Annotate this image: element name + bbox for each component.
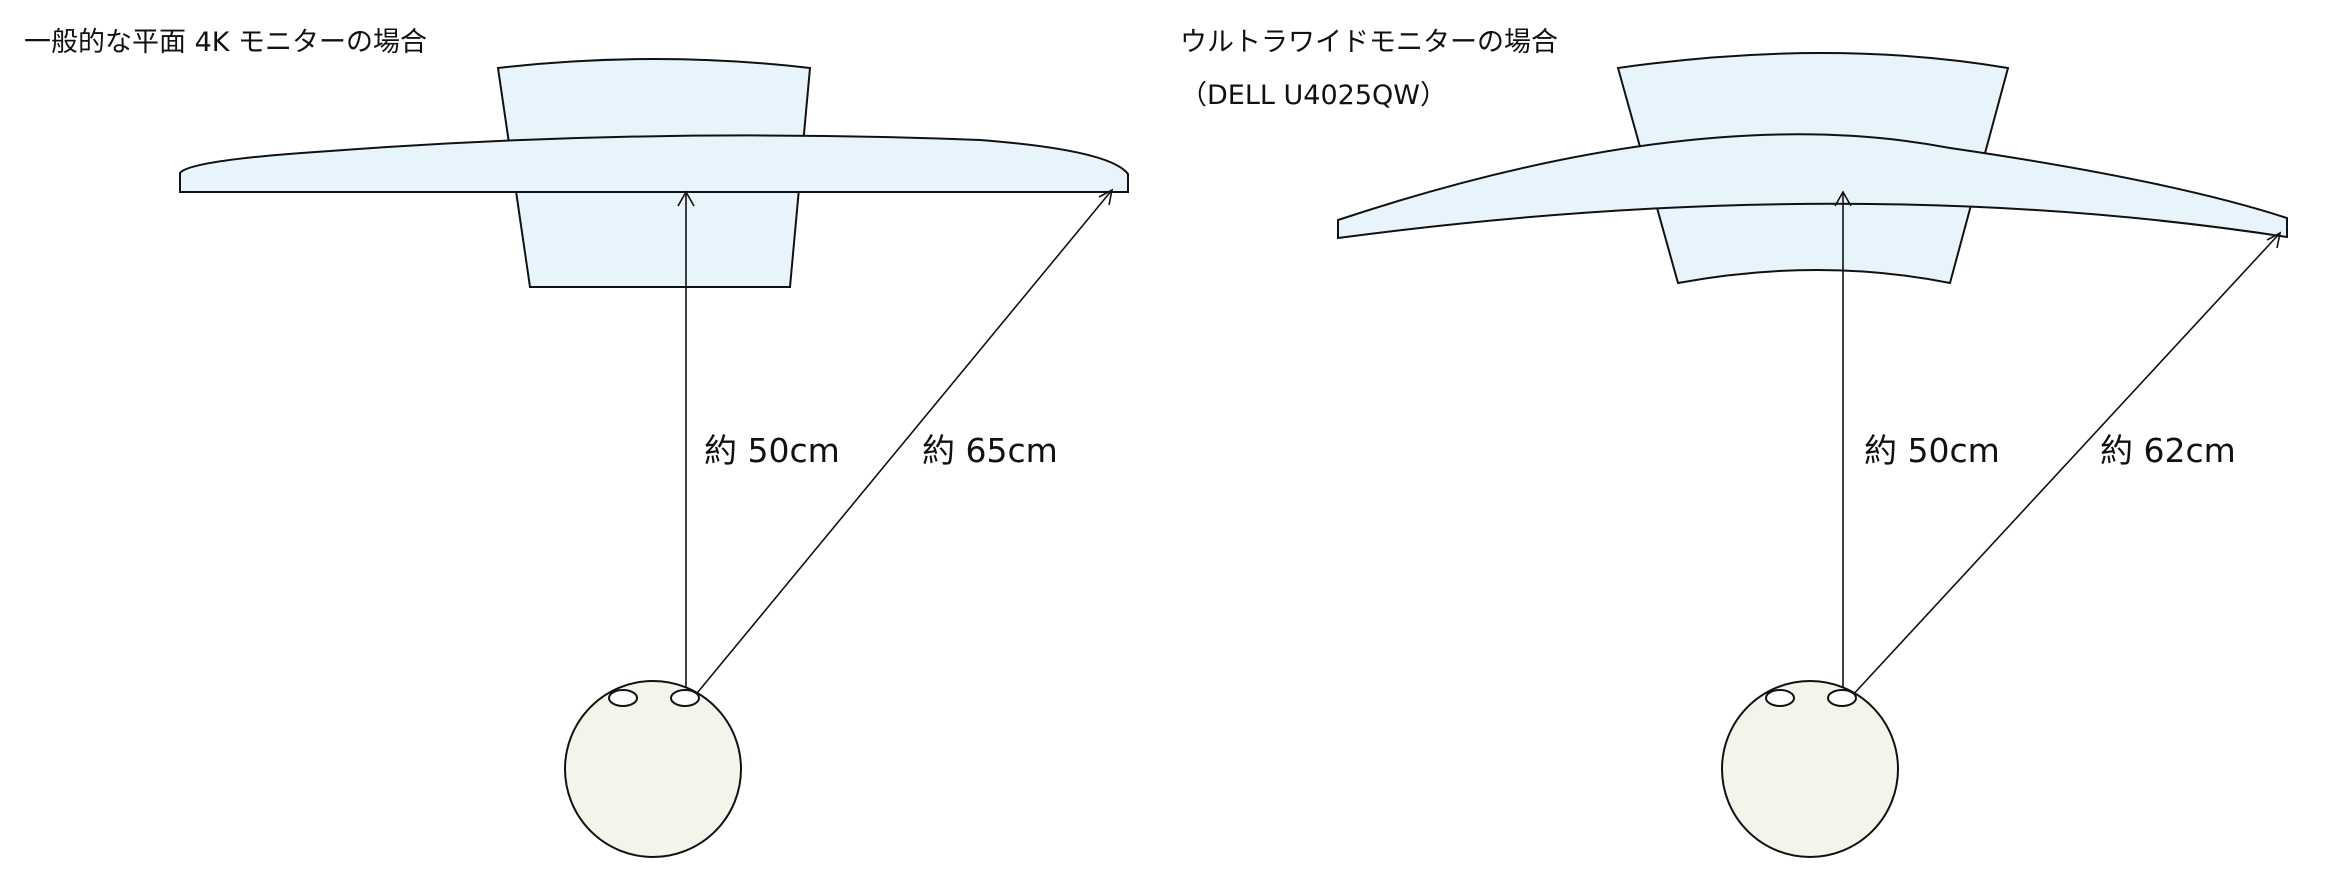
right-panel-title-line1: ウルトラワイドモニターの場合 xyxy=(1180,27,1558,58)
right-head xyxy=(1721,680,1899,858)
left-monitor-flat xyxy=(179,134,1129,193)
right-eye-right xyxy=(1827,689,1857,707)
right-center-arrowhead xyxy=(1834,190,1852,207)
right-panel-title-line2: （DELL U4025QW） xyxy=(1180,80,1447,111)
right-edge-distance-label: 約 62cm xyxy=(2100,431,2236,470)
left-center-distance-label: 約 50cm xyxy=(704,431,840,470)
left-head xyxy=(564,680,742,858)
right-edge-distance-arrow xyxy=(1849,232,2281,699)
left-eye-left xyxy=(608,689,638,707)
left-edge-arrowhead xyxy=(1098,188,1114,206)
right-edge-arrowhead xyxy=(2266,231,2282,249)
right-panel: ウルトラワイドモニターの場合 （DELL U4025QW） 約 50cm 約 6… xyxy=(1180,27,2288,858)
left-edge-distance-arrow xyxy=(692,189,1113,699)
right-center-distance-label: 約 50cm xyxy=(1864,431,2000,470)
right-monitor-curved xyxy=(1337,133,2288,240)
left-center-arrowhead xyxy=(677,190,695,207)
left-edge-distance-label: 約 65cm xyxy=(922,431,1058,470)
right-eye-left xyxy=(1765,689,1795,707)
left-panel: 一般的な平面 4K モニターの場合 約 50cm 約 65cm xyxy=(24,27,1129,858)
left-eye-right xyxy=(670,689,700,707)
left-panel-title: 一般的な平面 4K モニターの場合 xyxy=(24,27,427,58)
